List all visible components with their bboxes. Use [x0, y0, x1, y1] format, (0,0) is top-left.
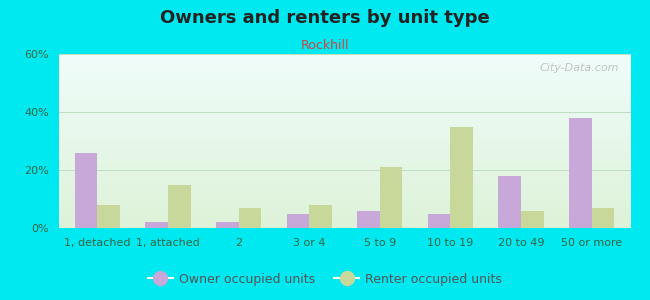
Bar — [521, 211, 543, 228]
Bar — [75, 153, 98, 228]
Bar — [287, 214, 309, 228]
Bar — [450, 127, 473, 228]
Bar — [380, 167, 402, 228]
Text: Owners and renters by unit type: Owners and renters by unit type — [160, 9, 490, 27]
Bar — [499, 176, 521, 228]
Bar — [592, 208, 614, 228]
Bar — [168, 184, 190, 228]
Bar — [309, 205, 332, 228]
Text: City-Data.com: City-Data.com — [540, 63, 619, 73]
Bar — [358, 211, 380, 228]
Bar — [98, 205, 120, 228]
Text: Rockhill: Rockhill — [301, 39, 349, 52]
Bar — [216, 222, 239, 228]
Bar — [569, 118, 592, 228]
Bar — [428, 214, 450, 228]
Bar — [146, 222, 168, 228]
Legend: Owner occupied units, Renter occupied units: Owner occupied units, Renter occupied un… — [143, 268, 507, 291]
Bar — [239, 208, 261, 228]
